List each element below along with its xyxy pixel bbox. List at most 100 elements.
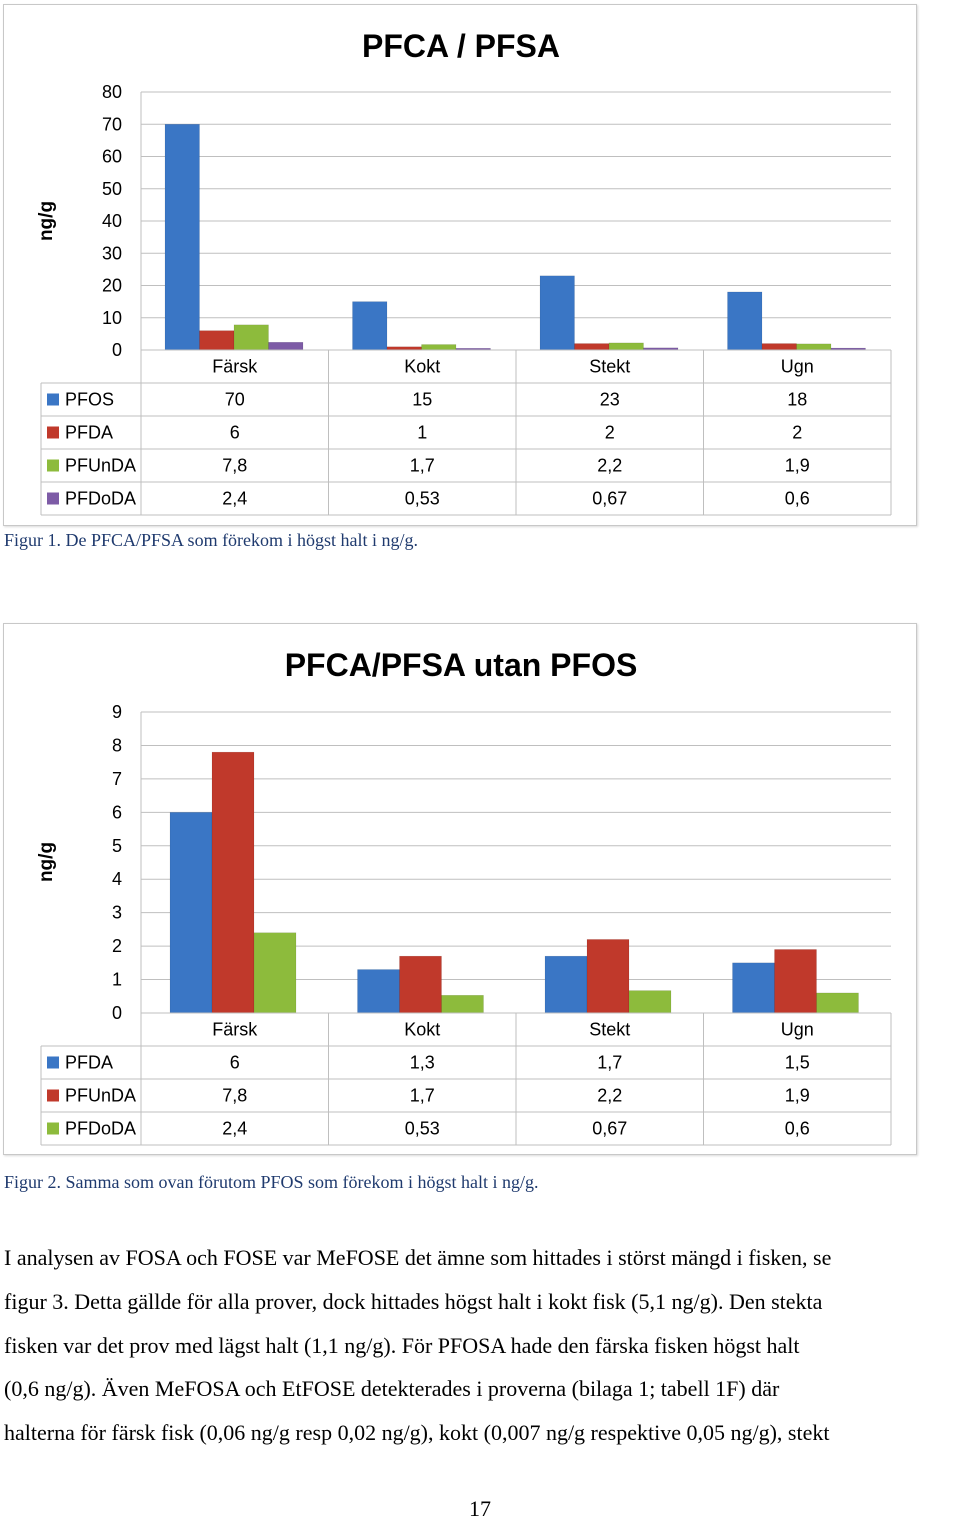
bar-pfda-1 [357,969,400,1014]
data-label: 1 [417,423,427,443]
data-label: 0,67 [592,1119,627,1139]
y-tick-label: 80 [102,82,122,102]
bar-pfunda-3 [774,949,817,1014]
bar-pfunda-1 [399,955,442,1014]
y-tick-label: 50 [102,179,122,199]
bar-pfda-2 [544,955,588,1014]
data-label: 2,2 [597,1086,622,1106]
data-label: 2,2 [597,456,622,476]
data-label: 15 [412,390,432,410]
figure-1-caption: Figur 1. De PFCA/PFSA som förekom i högs… [4,530,419,550]
data-label: 1,7 [410,1086,435,1106]
bar-pfos-1 [352,301,388,351]
y-tick-label: 2 [112,936,122,956]
y-tick-label: 5 [112,836,122,856]
data-label: 6 [230,1053,240,1073]
bar-pfdoda-0 [253,932,297,1014]
y-tick-label: 7 [112,769,122,789]
legend-key-pfunda [47,459,59,472]
x-tick-label: Ugn [781,1020,814,1040]
bar-pfda-2 [574,343,610,351]
y-tick-label: 60 [102,147,122,167]
legend-label: PFUnDA [65,456,136,476]
data-label: 70 [225,390,245,410]
data-label: 1,5 [785,1053,810,1073]
y-tick-label: 0 [112,340,122,360]
body-line: figur 3. Detta gällde för alla prover, d… [4,1288,823,1314]
legend-label: PFOS [65,390,114,410]
bar-pfunda-1 [421,344,457,351]
y-tick-label: 10 [102,308,122,328]
data-label: 18 [787,390,807,410]
data-label: 6 [230,423,240,443]
data-label: 2 [792,423,802,443]
legend-label: PFDA [65,1053,113,1073]
data-label: 0,53 [405,489,440,509]
data-label: 2 [605,423,615,443]
page-number: 17 [469,1496,491,1521]
body-line: I analysen av FOSA och FOSE var MeFOSE d… [4,1245,832,1270]
bar-pfunda-2 [586,939,630,1014]
bar-pfda-3 [732,962,775,1014]
x-tick-label: Stekt [589,357,630,377]
y-axis-label: ng/g [36,842,57,882]
bar-pfdoda-0 [268,342,304,351]
y-tick-label: 6 [112,802,122,822]
chart-1: PFCA / PFSA ng/g 0 10 20 30 40 50 60 70 80 Färsk Kok… [36,28,892,516]
y-tick-label: 4 [112,869,122,889]
x-tick-label: Färsk [212,1020,258,1040]
legend-key-pfos [47,393,59,406]
bar-pfda-0 [169,812,213,1014]
data-label: 7,8 [222,1086,247,1106]
data-label: 1,9 [785,456,810,476]
bar-pfdoda-1 [441,995,484,1014]
y-tick-label: 20 [102,276,122,296]
y-axis-label: ng/g [36,201,57,241]
y-tick-label: 8 [112,735,122,755]
bar-pfunda-2 [608,342,644,351]
legend-key-pfdoda [47,492,59,505]
figure-2-caption: Figur 2. Samma som ovan förutom PFOS som… [4,1172,539,1192]
legend-label: PFUnDA [65,1086,136,1106]
y-tick-label: 0 [112,1003,122,1023]
bar-pfunda-0 [233,324,269,351]
legend-key-pfda [47,426,59,439]
legend-label: PFDoDA [65,1119,136,1139]
bar-pfda-0 [199,330,235,351]
data-label: 1,3 [410,1053,435,1073]
chart-1-container: PFCA / PFSA ng/g 0 10 20 30 40 50 60 70 80 Färsk Kok… [3,4,917,526]
bar-pfdoda-2 [628,990,672,1014]
bar-pfos-3 [727,291,763,351]
legend-label: PFDoDA [65,489,136,509]
legend-label: PFDA [65,423,113,443]
data-label: 1,7 [597,1053,622,1073]
data-label: 2,4 [222,1119,247,1139]
bar-pfda-3 [761,343,797,351]
body-line: fisken var det prov med lägst halt (1,1 … [4,1332,800,1358]
y-tick-label: 1 [112,970,122,990]
legend-key-pfdoda [47,1122,59,1135]
x-tick-label: Stekt [589,1020,630,1040]
legend-key-pfunda [47,1089,59,1102]
y-tick-label: 9 [112,702,122,722]
y-tick-label: 3 [112,903,122,923]
body-text: I analysen av FOSA och FOSE var MeFOSE d… [4,1236,960,1455]
chart-2-container: PFCA/PFSA utan PFOS ng/g 0 1 2 3 4 5 6 7 8 9 Färsk Ko… [3,623,917,1155]
data-label: 1,9 [785,1086,810,1106]
data-label: 0,6 [785,489,810,509]
x-tick-label: Färsk [212,357,258,377]
chart-2: PFCA/PFSA utan PFOS ng/g 0 1 2 3 4 5 6 7 8 9 Färsk Ko… [36,647,892,1146]
y-tick-label: 40 [102,211,122,231]
y-tick-label: 30 [102,243,122,263]
chart-title: PFCA/PFSA utan PFOS [285,647,638,683]
bar-pfos-0 [164,124,200,351]
bar-pfdoda-3 [816,992,859,1014]
data-label: 0,67 [592,489,627,509]
data-label: 2,4 [222,489,247,509]
x-tick-label: Ugn [781,357,814,377]
data-label: 0,53 [405,1119,440,1139]
x-tick-label: Kokt [404,1020,440,1040]
legend-key-pfda [47,1056,59,1069]
bar-pfunda-3 [796,343,832,351]
body-line: (0,6 ng/g). Även MeFOSA och EtFOSE detek… [4,1376,780,1402]
